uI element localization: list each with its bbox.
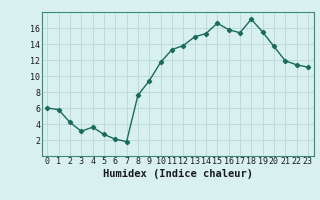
X-axis label: Humidex (Indice chaleur): Humidex (Indice chaleur) — [103, 169, 252, 179]
